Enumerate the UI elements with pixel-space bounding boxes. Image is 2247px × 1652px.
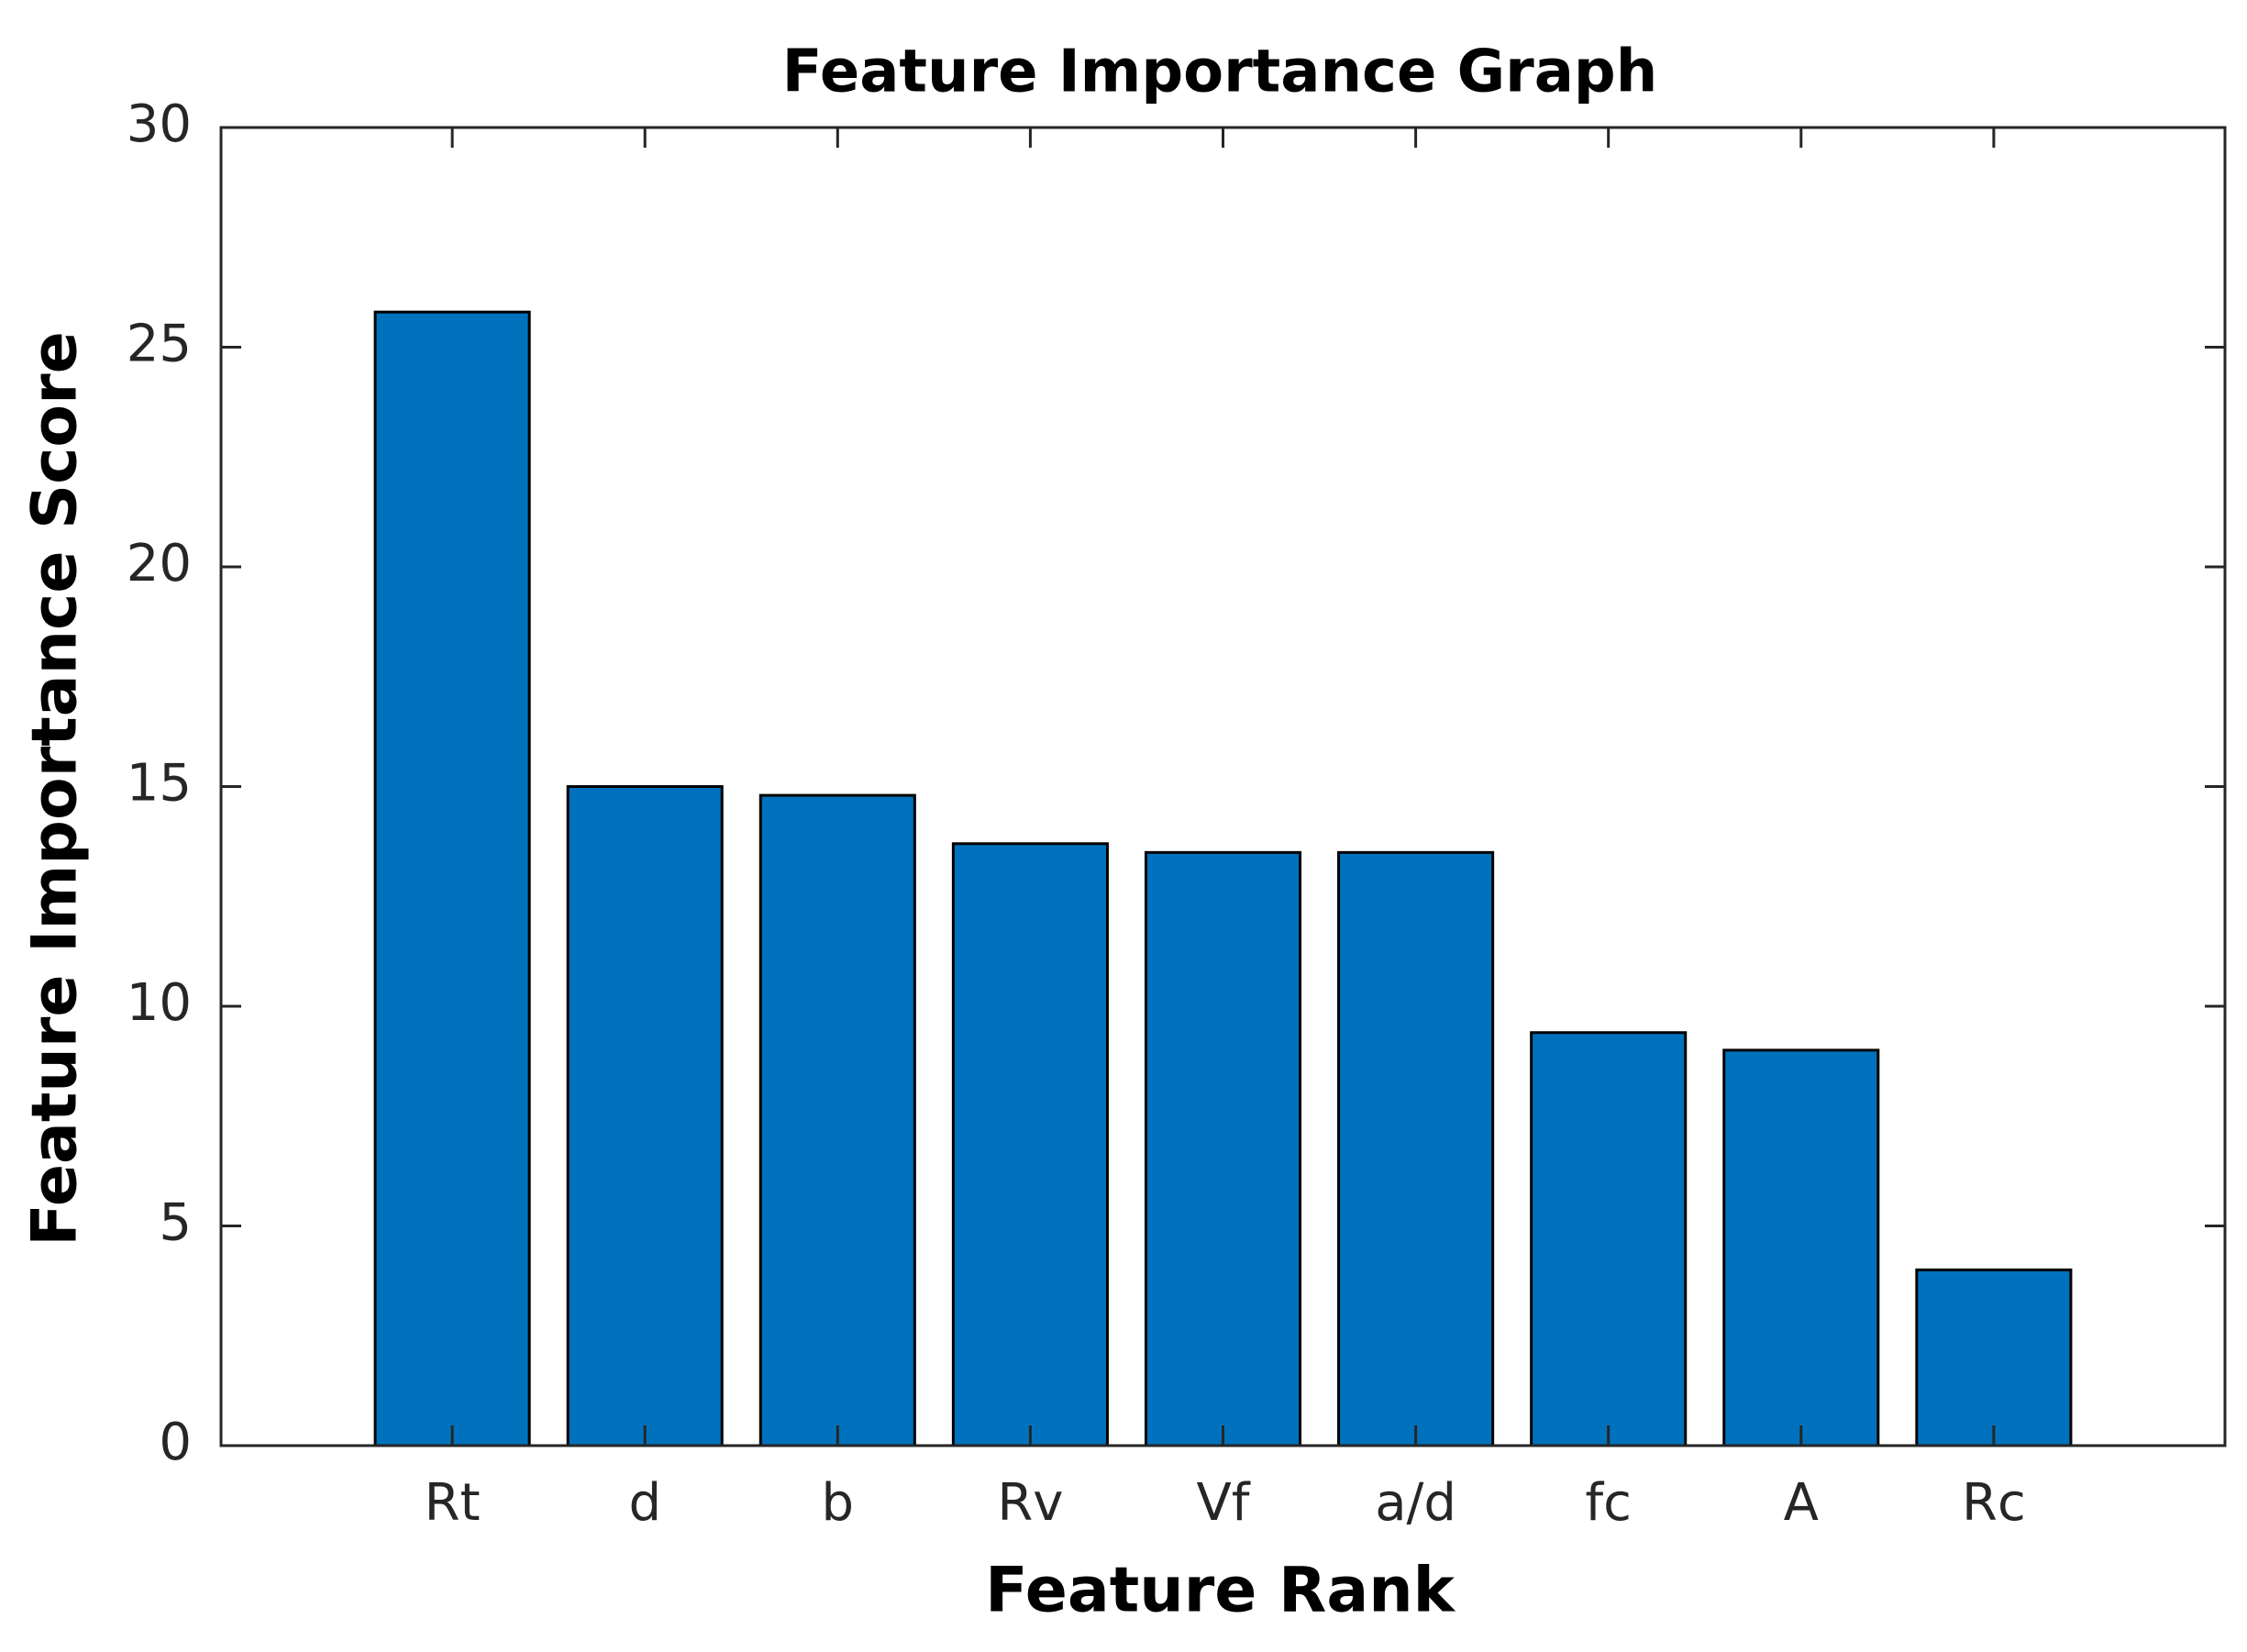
y-tick-label: 10 <box>127 973 192 1033</box>
bar <box>951 842 1109 1447</box>
bar <box>373 310 531 1447</box>
bar <box>1530 1031 1688 1447</box>
y-tick-label: 20 <box>127 534 192 593</box>
x-tick-label: Rt <box>425 1473 481 1533</box>
x-tick-label: d <box>628 1473 661 1533</box>
bar <box>758 793 916 1447</box>
x-axis-label: Feature Rank <box>985 1555 1456 1627</box>
y-tick-label: 25 <box>127 315 192 374</box>
x-tick-label: b <box>822 1473 855 1533</box>
bar <box>1915 1268 2073 1447</box>
x-tick-label: A <box>1784 1473 1819 1533</box>
y-tick-label: 0 <box>159 1413 192 1472</box>
bar <box>566 785 724 1447</box>
x-tick-label: Rc <box>1962 1473 2026 1533</box>
x-tick-label: Vf <box>1196 1473 1250 1533</box>
plot-frame <box>219 126 2227 1447</box>
bar <box>1722 1048 1880 1447</box>
y-tick-label: 30 <box>127 94 192 154</box>
x-tick-label: Rv <box>997 1473 1063 1533</box>
y-tick-label: 5 <box>159 1193 192 1253</box>
y-tick-label: 15 <box>127 754 192 814</box>
chart-title: Feature Importance Graph <box>782 39 1658 106</box>
bar <box>1144 850 1302 1447</box>
x-tick-label: a/d <box>1375 1473 1456 1533</box>
x-tick-label: fc <box>1585 1473 1632 1533</box>
y-axis-label: Feature Importance Score <box>19 331 92 1247</box>
bar <box>1337 850 1495 1447</box>
